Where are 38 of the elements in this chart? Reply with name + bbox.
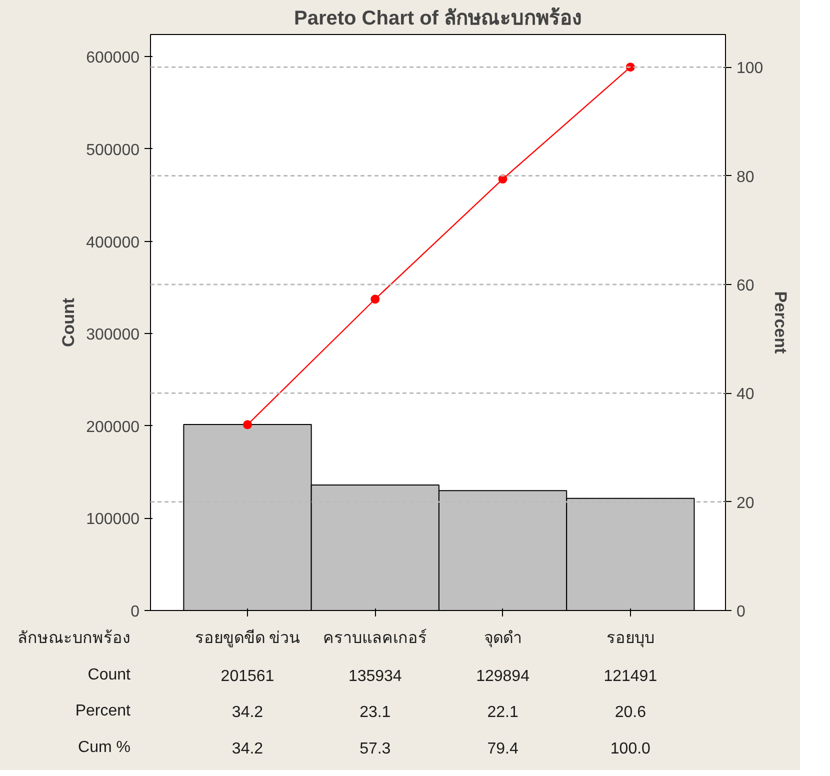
- y-tick-label: 500000: [86, 142, 140, 159]
- data-label: 135934: [348, 668, 402, 685]
- data-label: 201561: [220, 668, 274, 685]
- text: 22.1: [487, 704, 518, 722]
- y-tick-label: 100000: [86, 511, 140, 528]
- y2-tick-label: 60: [736, 277, 754, 294]
- y-tick-label: 300000: [86, 326, 140, 344]
- y2-tick-label: 40: [736, 386, 754, 404]
- x-tick-label: คราบแลคเกอร์: [323, 628, 428, 648]
- y-axis-title: Count: [59, 298, 78, 348]
- y-tick-label: 600000: [86, 50, 140, 67]
- y-tick-label: 400000: [86, 234, 140, 252]
- y2-tick-label: 100: [736, 60, 764, 78]
- text: Percent: [75, 702, 132, 720]
- y2-tick-label: 0: [736, 604, 746, 620]
- chart-title: Pareto Chart of ลักษณะบกพร้อง: [294, 6, 582, 30]
- text: 34.2: [232, 704, 264, 722]
- data-label: 100.0: [610, 740, 651, 758]
- point: [243, 420, 252, 430]
- point: [370, 294, 380, 304]
- y2-tick-label: 20: [736, 494, 754, 512]
- data-label: 79.4: [487, 740, 518, 758]
- text: Count: [88, 666, 132, 684]
- x-axis-title: ลักษณะบกพร้อง: [18, 629, 130, 648]
- text: 20.6: [614, 704, 646, 722]
- x-tick-label: รอยบุบ: [606, 630, 654, 648]
- x-tick-label: รอยขูดขีด ข่วน: [194, 629, 300, 648]
- y2-axis-title: Percent: [771, 291, 790, 354]
- text: Cum %: [78, 738, 130, 756]
- y-tick-label: 0: [130, 604, 140, 620]
- data-label: 129894: [476, 668, 530, 685]
- data-label: 57.3: [360, 740, 391, 758]
- text: 23.1: [360, 704, 391, 722]
- y2-tick-label: 80: [736, 168, 754, 186]
- y-tick-label: 200000: [86, 418, 140, 436]
- data-label: 121491: [604, 668, 658, 685]
- x-tick-label: จุดดำ: [484, 630, 522, 648]
- data-label: 34.2: [232, 740, 264, 758]
